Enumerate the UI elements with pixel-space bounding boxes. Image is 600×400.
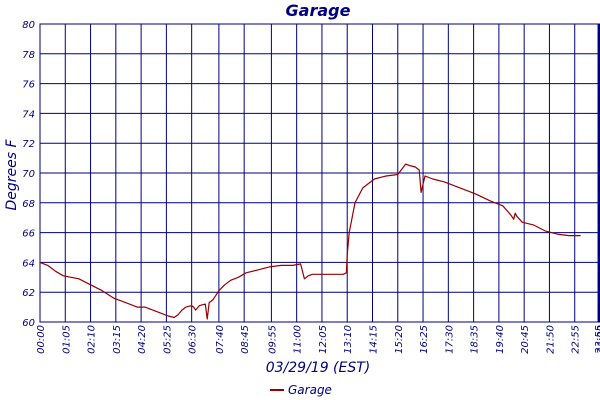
- x-tick-label: 09:55: [267, 325, 278, 354]
- y-tick-label: 72: [22, 139, 35, 150]
- x-tick-label: 19:40: [495, 325, 506, 354]
- x-tick-label: 01:05: [61, 325, 72, 354]
- legend: Garage: [270, 383, 332, 397]
- x-tick-label: 07:40: [215, 325, 226, 354]
- x-tick-label: 20:45: [520, 325, 531, 354]
- y-tick-label: 76: [22, 80, 35, 91]
- x-tick-label: 21:50: [545, 325, 556, 354]
- x-tick-label: 18:35: [470, 325, 481, 354]
- x-tick-label: 00:00: [36, 325, 47, 354]
- y-axis-ticks: 60 62 64 66 68 70 72 74 76 78 80: [22, 20, 35, 329]
- chart-title: Garage: [286, 1, 351, 20]
- plot-frame: [39, 23, 600, 323]
- y-tick-label: 80: [22, 20, 35, 31]
- series-layer: [39, 163, 581, 320]
- x-tick-label: 05:25: [162, 325, 173, 354]
- x-tick-label: 14:15: [369, 325, 380, 354]
- y-tick-label: 78: [22, 50, 35, 61]
- x-tick-label: 13:10: [343, 325, 354, 354]
- x-tick-label: 02:10: [87, 325, 98, 354]
- y-tick-label: 70: [22, 169, 35, 180]
- y-tick-label: 64: [22, 258, 35, 269]
- x-tick-label: 08:45: [240, 325, 251, 354]
- plot-border: [39, 23, 600, 323]
- x-tick-label: 06:30: [188, 325, 199, 354]
- x-tick-label: 16:25: [419, 325, 430, 354]
- y-tick-label: 62: [22, 288, 35, 299]
- x-tick-label: 23:55: [594, 325, 600, 354]
- y-tick-label: 66: [22, 229, 35, 240]
- x-tick-label: 12:05: [318, 325, 329, 354]
- y-tick-label: 68: [22, 199, 35, 210]
- x-tick-label: 04:20: [137, 325, 148, 354]
- y-axis-label: Degrees F: [4, 139, 20, 211]
- x-tick-label: 24:00: [596, 325, 600, 354]
- x-tick-label: 11:00: [293, 325, 304, 354]
- y-tick-label: 74: [22, 109, 35, 120]
- x-tick-label: 15:20: [394, 325, 405, 354]
- x-axis-ticks: 00:00 01:05 02:10 03:15 04:20 05:25 06:30 07:40…: [36, 325, 600, 354]
- series-line-garage: [39, 163, 581, 320]
- x-tick-label: 22:55: [571, 325, 582, 354]
- y-tick-label: 60: [22, 318, 35, 329]
- legend-label-garage: Garage: [288, 383, 332, 397]
- x-tick-label: 03:15: [112, 325, 123, 354]
- x-tick-label: 17:30: [444, 325, 455, 354]
- x-axis-label: 03/29/19 (EST): [266, 360, 371, 376]
